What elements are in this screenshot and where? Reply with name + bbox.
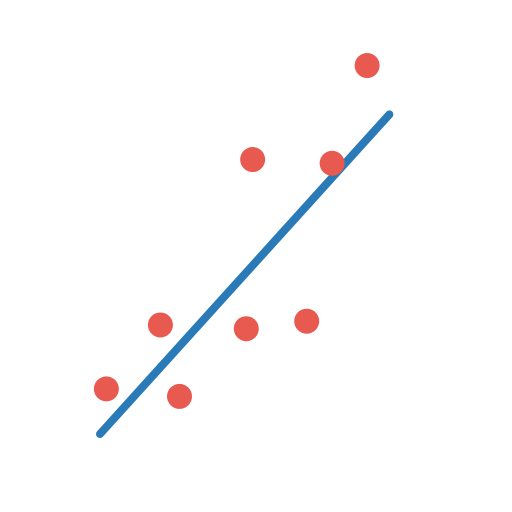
data-point-6: [294, 308, 320, 334]
data-point-8: [354, 53, 380, 79]
data-points-layer: [93, 53, 380, 409]
data-point-3: [167, 383, 192, 409]
data-point-1: [93, 376, 119, 402]
data-point-7: [319, 150, 345, 176]
data-point-2: [147, 312, 173, 338]
data-point-4: [233, 316, 259, 342]
data-point-5: [240, 147, 266, 173]
